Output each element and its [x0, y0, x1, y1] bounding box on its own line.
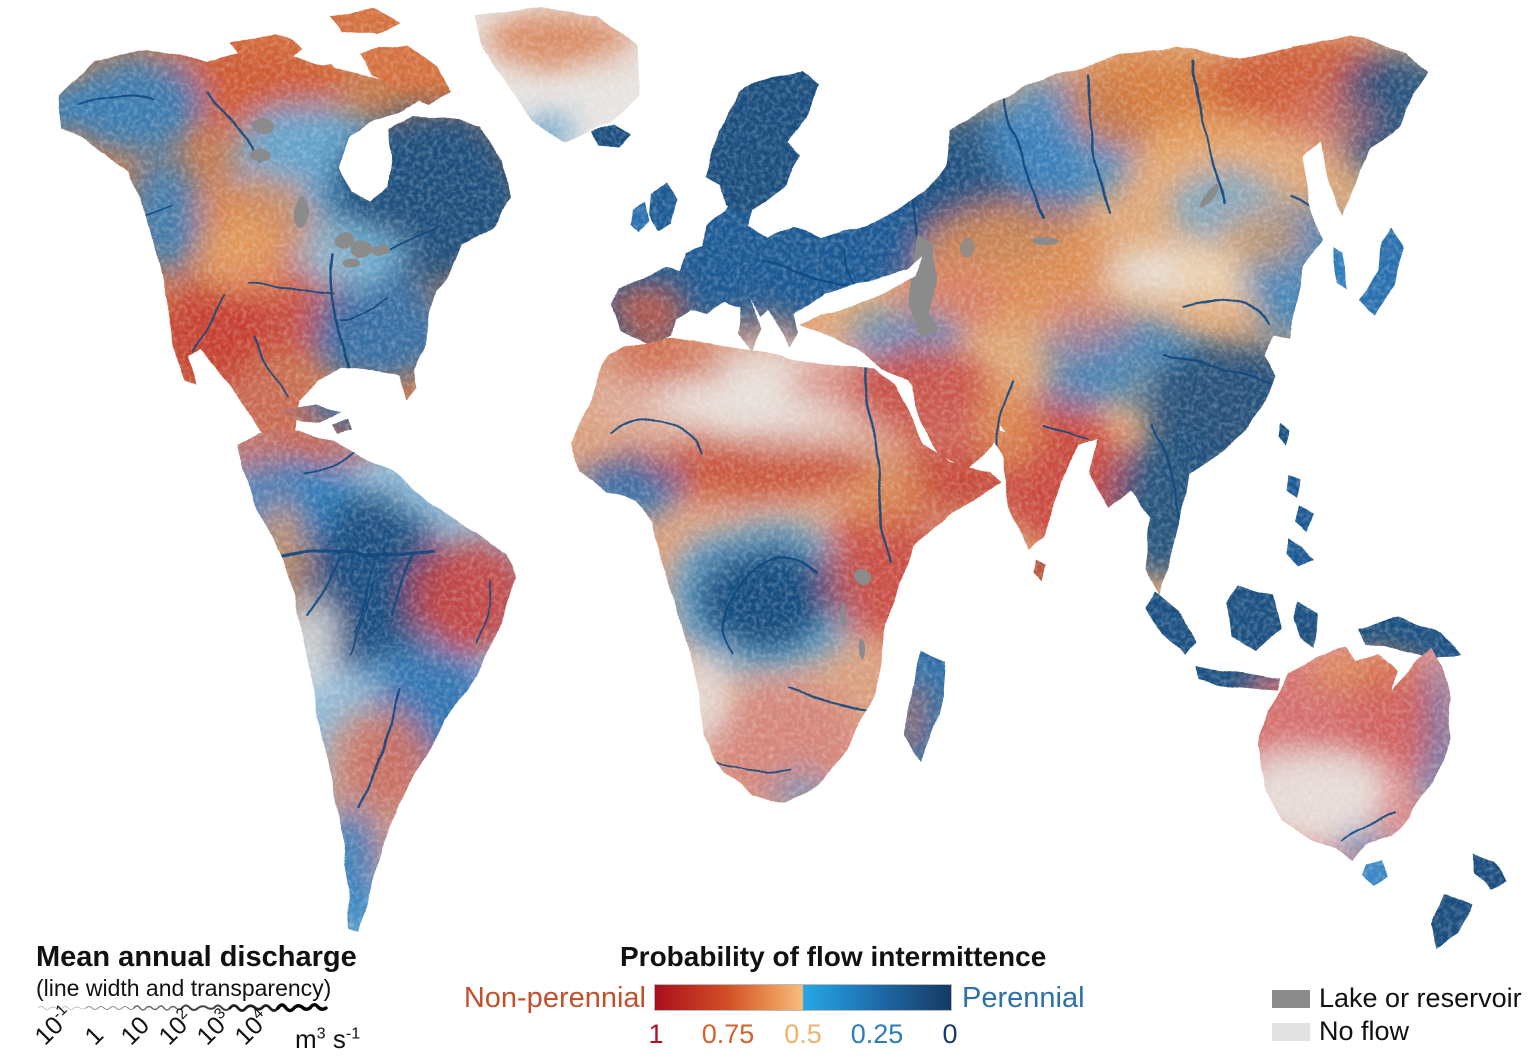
lake-reservoir-swatch [1272, 989, 1310, 1008]
probability-tick-0: 0 [942, 1019, 958, 1049]
discharge-unit: m3 s-1 [295, 1024, 361, 1054]
discharge-legend-subtitle: (line width and transparency) [36, 975, 332, 1001]
probability-tick-05: 0.5 [784, 1019, 822, 1049]
probability-legend-title: Probability of flow intermittence [620, 941, 1047, 972]
discharge-line-sample [37, 1003, 328, 1013]
no-flow-swatch [1272, 1022, 1310, 1041]
non-perennial-label: Non-perennial [463, 982, 646, 1014]
probability-colorbar [654, 984, 952, 1011]
perennial-label: Perennial [962, 982, 1085, 1014]
rivers [81, 58, 1399, 839]
legend-row-noflow: No flow [1272, 1016, 1409, 1047]
legend-row-lake: Lake or reservoir [1272, 983, 1522, 1014]
probability-tick-1: 1 [648, 1019, 664, 1049]
probability-tick-025: 0.25 [850, 1019, 904, 1049]
no-flow-label: No flow [1319, 1016, 1410, 1046]
discharge-legend-title: Mean annual discharge [36, 941, 357, 973]
lake-reservoir-label: Lake or reservoir [1319, 983, 1522, 1013]
probability-tick-075: 0.75 [701, 1019, 755, 1049]
